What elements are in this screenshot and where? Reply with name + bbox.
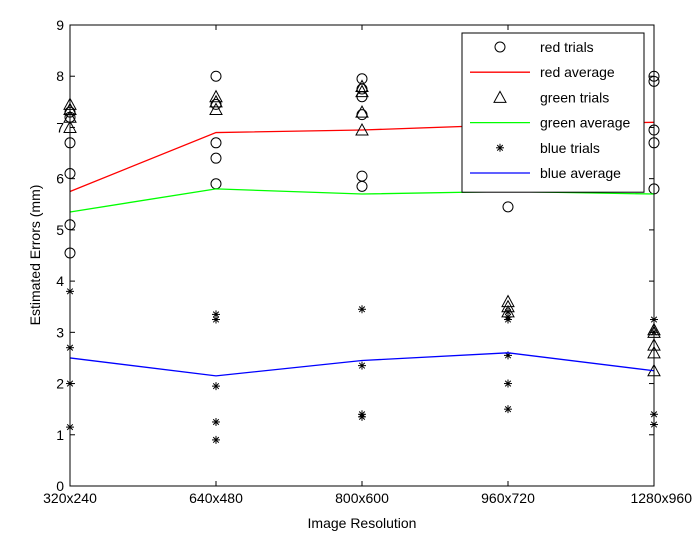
legend-marker [496, 143, 504, 152]
y-tick-label: 8 [56, 68, 64, 84]
y-tick-label: 3 [56, 324, 64, 340]
triangle-point [209, 94, 223, 108]
circle-point [210, 70, 222, 82]
legend: red trials red average green trials green a… [461, 32, 645, 193]
triangle-point [209, 102, 223, 116]
asterisk-point [212, 417, 220, 426]
legend-label: green average [540, 115, 631, 131]
legend-label: blue average [540, 165, 621, 181]
x-axis-label: Image Resolution [308, 515, 417, 531]
legend-item: blue trials [496, 140, 600, 156]
x-tick-label: 1280x960 [630, 490, 692, 506]
legend-label: green trials [540, 89, 609, 105]
asterisk-point [504, 307, 512, 316]
y-tick-label: 7 [56, 119, 64, 135]
legend-box [461, 32, 645, 193]
triangle-point [209, 89, 223, 103]
legend-label: red average [540, 64, 615, 80]
legend-item: red average [470, 64, 615, 80]
y-tick-label: 2 [56, 376, 64, 392]
legend-item: green average [470, 115, 631, 131]
asterisk-point [212, 435, 220, 444]
series-blue-average [69, 352, 655, 377]
x-tick-label: 320x240 [43, 490, 97, 506]
triangle-point [355, 79, 369, 92]
legend-label: blue trials [540, 140, 600, 156]
asterisk-point [504, 405, 512, 414]
asterisk-point [358, 361, 366, 370]
circle-point [356, 180, 368, 192]
y-tick-label: 5 [56, 222, 64, 238]
triangle-point [355, 84, 369, 98]
x-tick-label: 800x600 [335, 490, 389, 506]
triangle-point [355, 105, 369, 118]
y-tick-label: 1 [56, 427, 64, 443]
average-line [69, 352, 655, 377]
circle-point [502, 201, 514, 213]
legend-label: red trials [540, 39, 594, 55]
legend-marker [494, 41, 506, 53]
asterisk-point [358, 305, 366, 314]
plot-frame [69, 24, 655, 487]
y-tick-label: 6 [56, 171, 64, 187]
x-tick-label: 960x720 [481, 490, 535, 506]
legend-marker [493, 90, 507, 103]
legend-item: red trials [494, 39, 594, 55]
y-tick-label: 0 [56, 478, 64, 494]
asterisk-point [358, 412, 366, 421]
y-tick-label: 9 [56, 17, 64, 33]
triangle-point [355, 122, 369, 136]
y-axis-label: Estimated Errors (mm) [27, 185, 43, 326]
y-tick-label: 4 [56, 273, 64, 289]
legend-item: blue average [470, 165, 621, 181]
x-tick-label: 640x480 [189, 490, 243, 506]
asterisk-point [212, 382, 220, 391]
circle-point [210, 137, 222, 149]
asterisk-point [504, 315, 512, 324]
asterisk-point [504, 379, 512, 388]
asterisk-point [212, 315, 220, 324]
axes-layer: 0 1 2 3 4 5 6 7 8 9 320x240 640x480 800x600 960x720 12… [43, 17, 692, 506]
circle-point [210, 152, 222, 164]
legend-item: green trials [493, 89, 609, 105]
